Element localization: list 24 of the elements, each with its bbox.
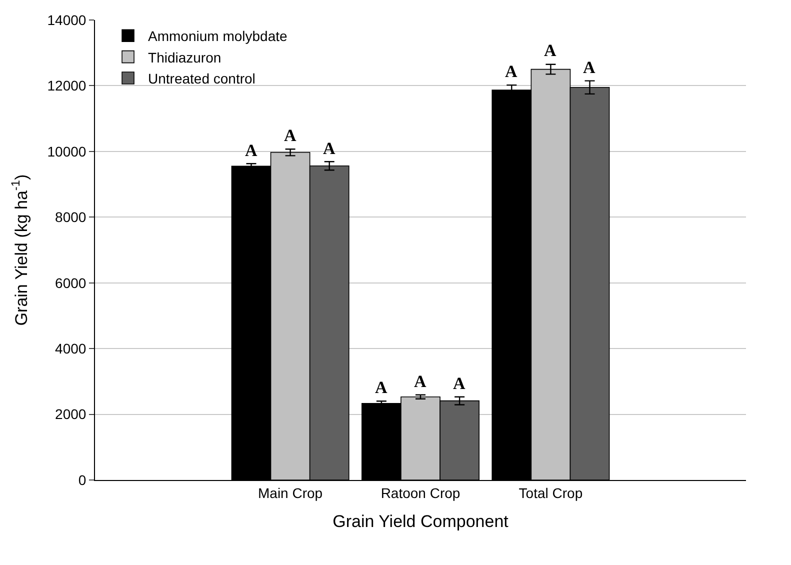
y-tick-label: 12000 <box>47 78 86 94</box>
y-tick-label: 14000 <box>47 12 86 28</box>
legend-label: Untreated control <box>148 70 256 86</box>
annotation: A <box>323 139 336 158</box>
annotation: A <box>583 58 596 77</box>
x-tick-label: Ratoon Crop <box>380 484 460 501</box>
x-axis-title: Grain Yield Component <box>332 512 509 532</box>
legend-label: Ammonium molybdate <box>148 28 288 44</box>
y-tick-label: 6000 <box>55 274 86 291</box>
y-tick-label: 10000 <box>47 143 86 160</box>
annotation: A <box>544 41 557 60</box>
y-tick-label: 8000 <box>55 209 86 226</box>
annotation: A <box>453 374 466 393</box>
y-tick-label: 4000 <box>55 340 86 356</box>
annotation: A <box>505 62 518 81</box>
legend-label: Thidiazuron <box>148 49 222 66</box>
y-tick-label: 0 <box>78 472 86 488</box>
x-tick-label: Main Crop <box>258 484 323 501</box>
annotation: A <box>245 141 258 160</box>
annotation: A <box>375 378 388 397</box>
y-tick-label: 2000 <box>55 406 86 422</box>
annotation: A <box>414 372 427 391</box>
annotation: A <box>284 126 297 145</box>
x-tick-label: Total Crop <box>518 484 583 501</box>
